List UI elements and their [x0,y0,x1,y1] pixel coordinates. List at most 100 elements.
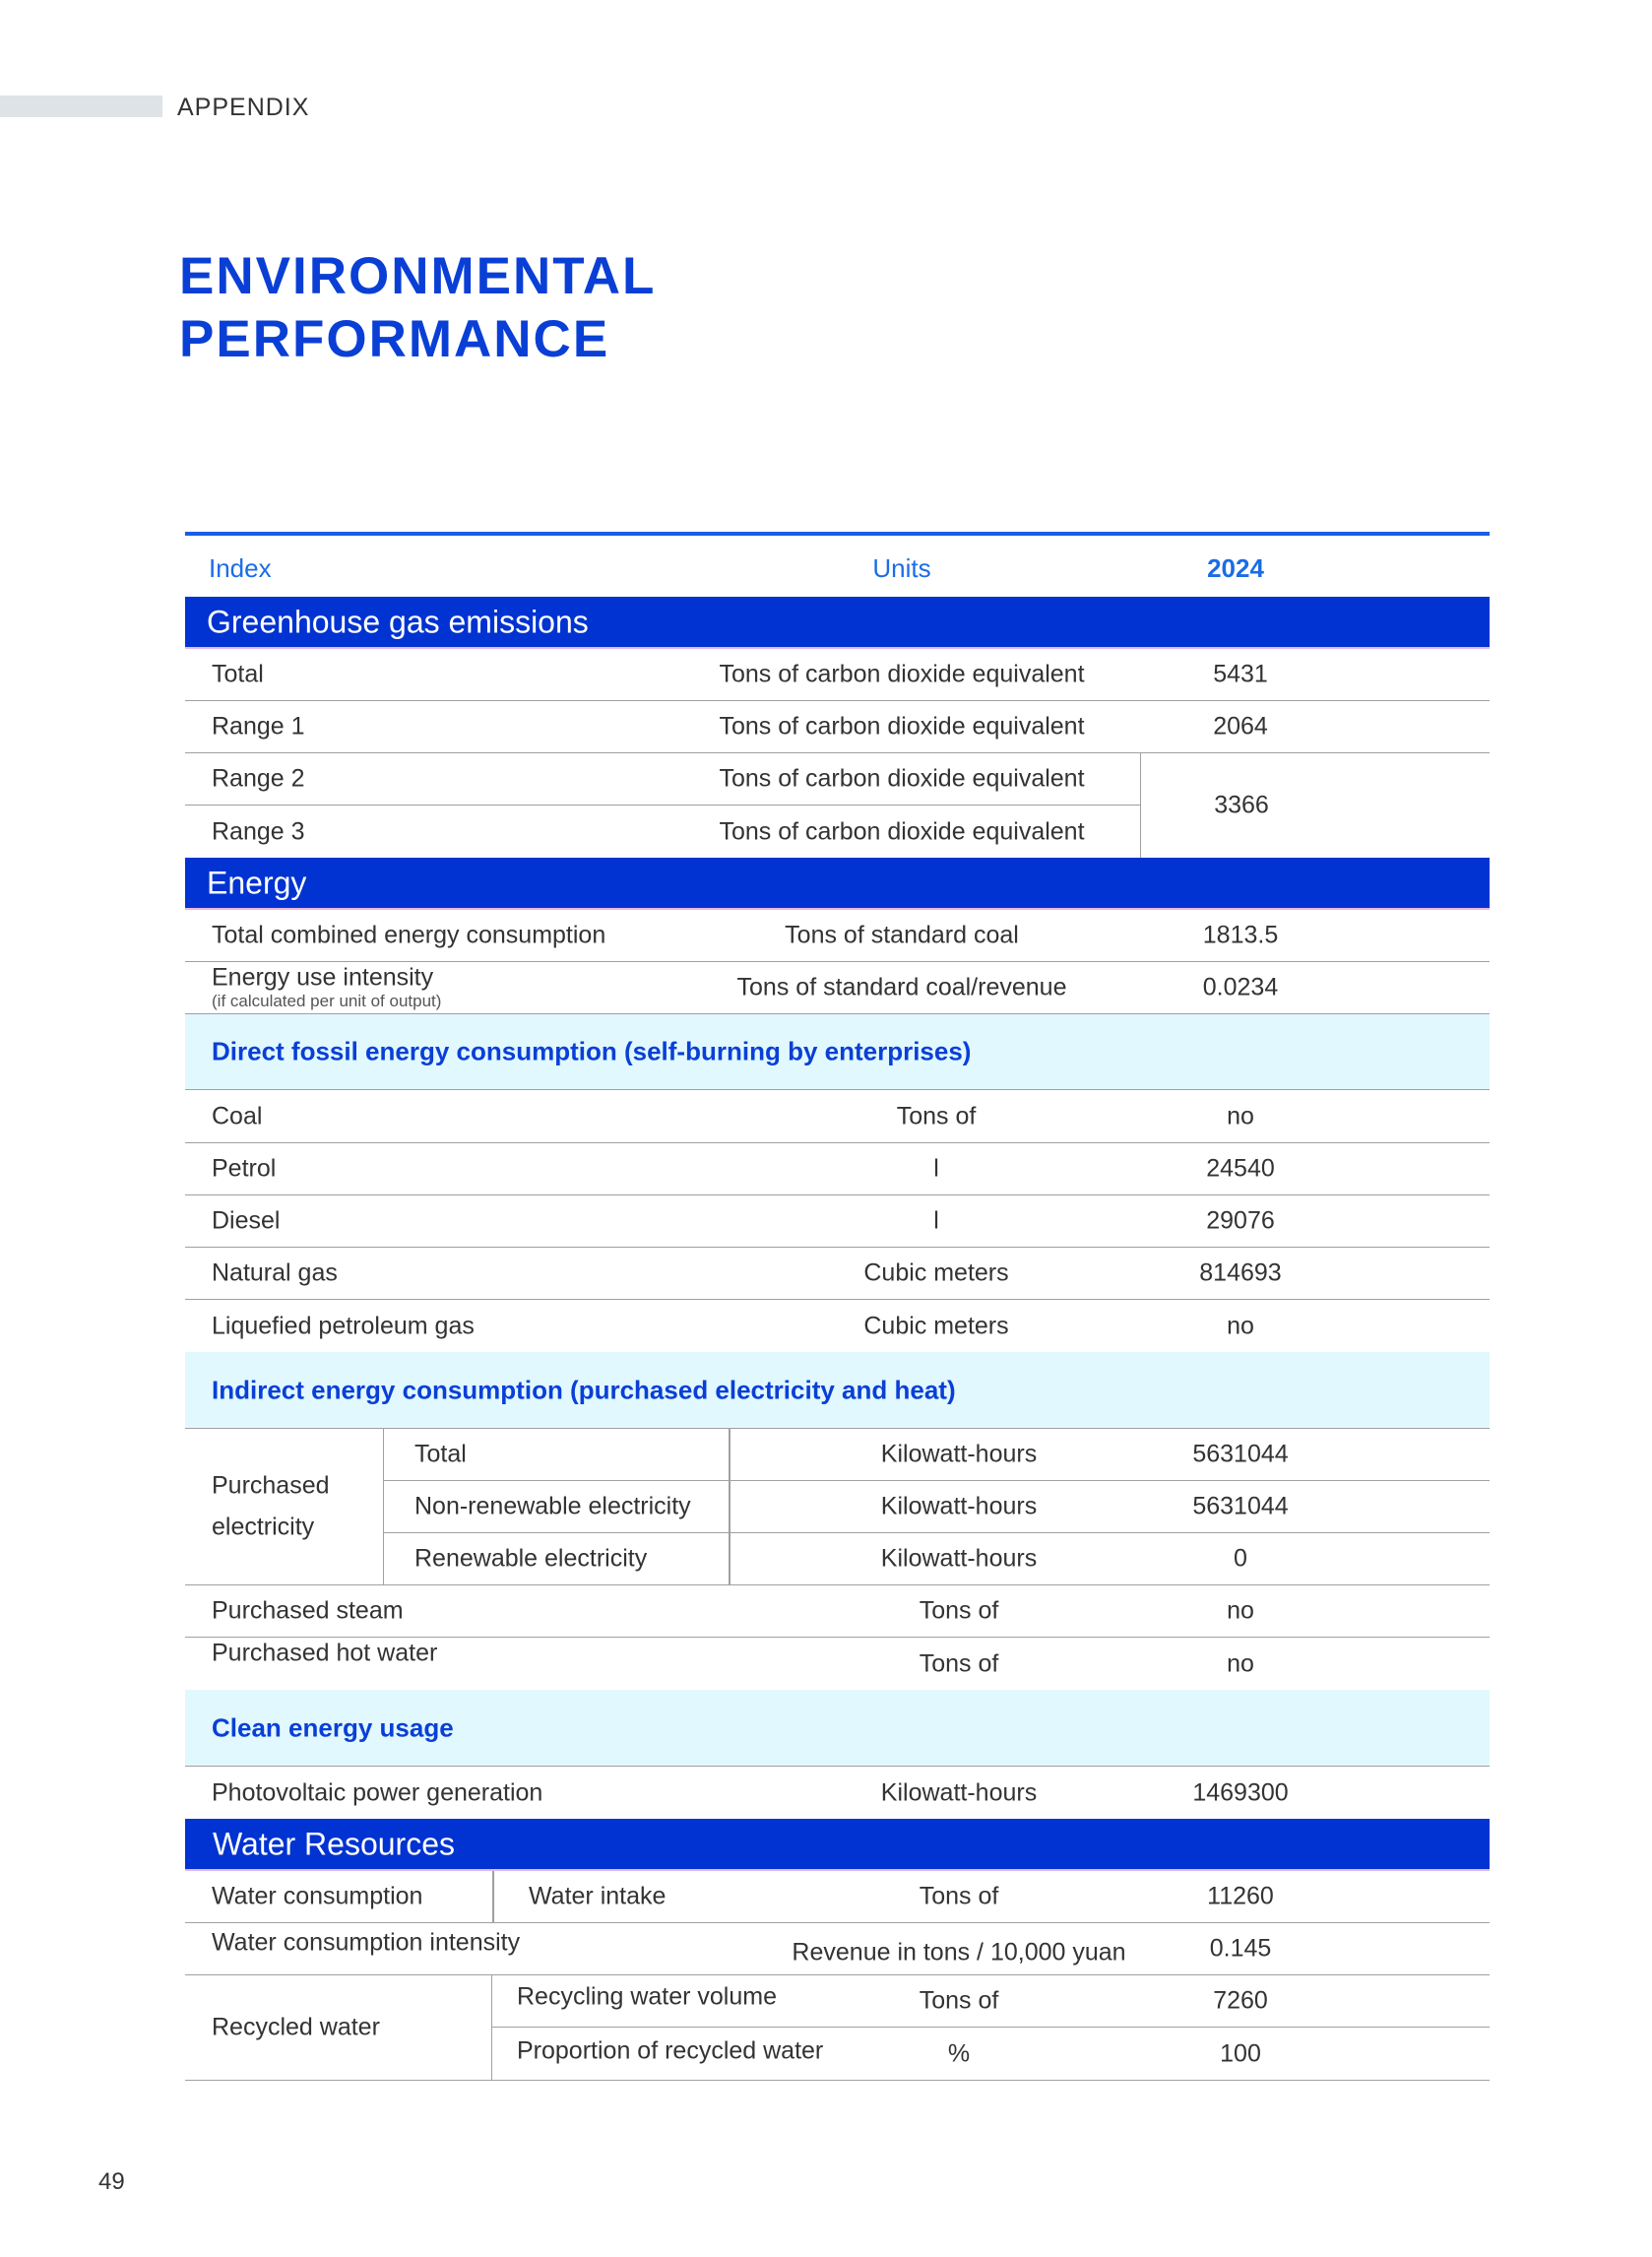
row-label: Renewable electricity [414,1544,648,1573]
table-row: Renewable electricity Kilowatt-hours 0 [384,1533,1490,1585]
row-label: Diesel [212,1206,281,1235]
row-value: 0.0234 [1202,973,1279,1001]
table-row: Water consumption Water intake Tons of 1… [185,1871,1490,1923]
section-title: Greenhouse gas emissions [207,604,589,639]
row-value: 5631044 [1192,1440,1289,1468]
column-header-year: 2024 [1207,553,1264,583]
row-label: Photovoltaic power generation [212,1778,543,1806]
table-row: Total combined energy consumption Tons o… [185,910,1490,962]
row-value: 814693 [1199,1258,1282,1287]
row-value: 0 [1234,1544,1247,1573]
row-label: Water intake [529,1882,667,1910]
row-label: Total [414,1440,467,1468]
row-unit: Tons of carbon dioxide equivalent [719,712,1085,741]
row-unit: Kilowatt-hours [880,1440,1038,1468]
table-row: Liquefied petroleum gas Cubic meters no [185,1300,1490,1352]
group-label: Purchased [212,1471,330,1500]
page-title-line1: ENVIRONMENTAL [179,247,657,305]
row-value: no [1227,1312,1254,1339]
row-unit: % [947,2039,971,2067]
table-row: Range 1 Tons of carbon dioxide equivalen… [185,701,1490,753]
row-label: Purchased hot water [212,1639,438,1667]
section-tag-bar [0,96,162,117]
table-row: Photovoltaic power generation Kilowatt-h… [185,1767,1490,1819]
table-row: Petrol l 24540 [185,1143,1490,1195]
row-value: no [1227,1102,1254,1129]
table-row: Diesel l 29076 [185,1195,1490,1248]
table-row: Water consumption intensity Revenue in t… [185,1923,1490,1975]
table-row: Natural gas Cubic meters 814693 [185,1248,1490,1300]
row-label: Coal [212,1102,263,1129]
table-row: Total Tons of carbon dioxide equivalent … [185,649,1490,701]
subsection-header-clean: Clean energy usage [185,1690,1490,1767]
row-label: Energy use intensity [212,963,434,992]
purchased-electricity-group: Purchased electricity [185,1429,384,1585]
row-label: Non-renewable electricity [414,1492,691,1520]
row-unit: l [933,1154,939,1183]
group-label: Water consumption [212,1882,423,1910]
row-value: 2064 [1213,712,1268,741]
row-unit: Kilowatt-hours [880,1492,1038,1520]
row-unit: Tons of carbon dioxide equivalent [719,764,1085,793]
row-label: Natural gas [212,1258,338,1287]
subsection-title: Clean energy usage [212,1712,454,1742]
page-number: 49 [98,2168,125,2195]
group-label: electricity [212,1513,315,1541]
row-unit: Tons of [919,1986,999,2015]
subsection-title: Indirect energy consumption (purchased e… [212,1375,956,1404]
row-value: 11260 [1207,1882,1274,1910]
row-unit: Tons of standard coal/revenue [736,973,1067,1001]
row-label: Range 1 [212,712,305,741]
table-row: Non-renewable electricity Kilowatt-hours… [384,1481,1490,1533]
row-label: Recycling water volume [517,1982,777,2011]
row-label: Purchased steam [212,1596,404,1625]
row-label: Proportion of recycled water [517,2036,824,2065]
row-value: 100 [1220,2039,1261,2067]
row-label: Liquefied petroleum gas [212,1312,475,1339]
row-label: Total combined energy consumption [212,921,606,949]
merged-value-cell: 3366 [1140,753,1490,858]
row-value: 29076 [1206,1206,1275,1235]
table-row: Purchased hot water Tons of no [185,1638,1490,1690]
table-row: Recycling water volume Tons of 7260 [492,1975,1490,2028]
row-value: 5431 [1213,660,1268,688]
table-top-rule [185,532,1490,536]
row-unit: l [933,1206,939,1235]
row-note: (if calculated per unit of output) [212,992,442,1010]
row-unit: Tons of [919,1649,999,1677]
row-value: 1813.5 [1202,921,1279,949]
group-label: Recycled water [212,2013,380,2041]
row-unit: Tons of [919,1596,999,1625]
table-row: Coal Tons of no [185,1090,1490,1143]
row-label: Range 2 [212,764,305,793]
table-row: Range 3 Tons of carbon dioxide equivalen… [185,806,1140,858]
table-row: Total Kilowatt-hours 5631044 [384,1429,1490,1481]
column-header-index: Index [209,553,272,583]
table-row: Energy use intensity (if calculated per … [185,962,1490,1014]
page-title-line2: PERFORMANCE [179,310,610,368]
section-label: APPENDIX [177,94,310,121]
row-unit: Tons of [896,1102,977,1129]
subsection-title: Direct fossil energy consumption (self-b… [212,1036,972,1066]
table-row: Purchased steam Tons of no [185,1585,1490,1638]
row-unit: Tons of carbon dioxide equivalent [719,817,1085,845]
recycled-water-group: Recycled water [185,1975,492,2081]
section-header-water: Water Resources [185,1819,1490,1871]
row-unit: Kilowatt-hours [880,1544,1038,1573]
row-unit: Tons of [919,1882,999,1910]
row-value: 5631044 [1192,1492,1289,1520]
row-label: Total [212,660,264,688]
row-unit: Cubic meters [863,1258,1009,1287]
section-header-energy: Energy [185,858,1490,910]
row-value: 3366 [1214,791,1269,819]
row-unit: Tons of carbon dioxide equivalent [719,660,1085,688]
row-value: no [1227,1649,1254,1677]
row-value: 24540 [1206,1154,1275,1183]
row-label: Petrol [212,1154,277,1183]
subsection-header-direct: Direct fossil energy consumption (self-b… [185,1014,1490,1090]
column-header-units: Units [872,553,931,583]
row-label: Water consumption intensity [212,1928,521,1957]
row-label: Range 3 [212,817,305,845]
section-title: Water Resources [213,1826,455,1861]
